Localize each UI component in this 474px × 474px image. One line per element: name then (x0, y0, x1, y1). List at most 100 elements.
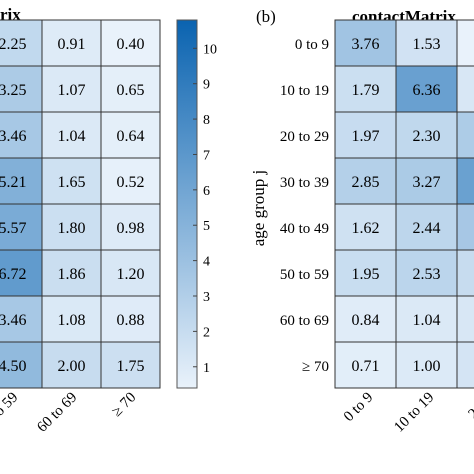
heatmap-cell (0, 295, 43, 343)
heatmap-cell (100, 19, 161, 67)
cell-value: 1.07 (58, 82, 86, 99)
y-tick-label: 50 to 59 (280, 267, 329, 283)
cell-value: 0.64 (117, 128, 145, 145)
cell-value: 1.53 (413, 36, 441, 53)
x-tick-label: ≥ 70 (109, 390, 139, 420)
x-tick-label: 20 to (466, 390, 474, 423)
colorbar-tick-label: 9 (203, 78, 210, 93)
colorbar-tick-label: 3 (203, 290, 210, 305)
y-tick-label: 10 to 19 (280, 83, 329, 99)
heatmap-cell (41, 157, 102, 205)
panel-a-title: rix (0, 5, 21, 24)
cell-value: 1.97 (352, 128, 380, 145)
cell-value: 0.71 (352, 358, 380, 375)
y-tick-label: 20 to 29 (280, 129, 329, 145)
heatmap-cell (395, 157, 458, 205)
cell-value: 0.40 (117, 36, 145, 53)
cell-value: 3.27 (413, 174, 441, 191)
colorbar-tick-label: 2 (203, 325, 210, 340)
heatmap-cell (100, 341, 161, 389)
colorbar-tick-label: 6 (203, 184, 210, 199)
cell-value: 3.46 (0, 312, 27, 329)
heatmap-cell (334, 249, 397, 297)
x-tick-label: 60 to 69 (34, 390, 80, 436)
colorbar-ticks: 1 2 3 4 5 6 7 8 9 10 (193, 42, 217, 376)
heatmap-cell (100, 111, 161, 159)
y-tick-label: ≥ 70 (302, 359, 329, 375)
panel-a-x-ticks: to 59 60 to 69 ≥ 70 (0, 390, 139, 436)
panel-b-label: (b) (256, 7, 276, 26)
cell-value: 2.53 (413, 266, 441, 283)
colorbar-tick-label: 7 (203, 148, 210, 163)
panel-b-heatmap: 3.76 1.53 1.79 6.36 1.97 2.30 2.85 3.27 1.62 2.44… (334, 19, 474, 389)
heatmap-cell (456, 65, 474, 113)
cell-value: 0.65 (117, 82, 145, 99)
panel-b-y-ticks: 0 to 9 10 to 19 20 to 29 30 to 39 40 to 49 50… (280, 37, 329, 375)
cell-value: 1.65 (58, 174, 86, 191)
cell-value: 1.80 (58, 220, 86, 237)
heatmap-cell (456, 249, 474, 297)
colorbar-tick-label: 4 (203, 255, 210, 270)
cell-value: 1.75 (117, 358, 145, 375)
cell-value: 3.76 (352, 36, 380, 53)
heatmap-cell (41, 341, 102, 389)
cell-value: 3.46 (0, 128, 27, 145)
cell-value: 5.21 (0, 174, 27, 191)
y-tick-label: 30 to 39 (280, 175, 329, 191)
cell-value: 2.30 (413, 128, 441, 145)
heatmap-cell (41, 295, 102, 343)
y-tick-label: 40 to 49 (280, 221, 329, 237)
cell-value: 0.88 (117, 312, 145, 329)
heatmap-cell (334, 341, 397, 389)
heatmap-cell (456, 295, 474, 343)
cell-value: 6.72 (0, 266, 27, 283)
colorbar-tick-label: 8 (203, 113, 210, 128)
heatmap-cell (41, 111, 102, 159)
x-tick-label: 0 to 9 (341, 390, 376, 425)
cell-value: 3.25 (0, 82, 27, 99)
panel-b-x-ticks: 0 to 9 10 to 19 20 to (341, 390, 474, 436)
heatmap-cell (100, 65, 161, 113)
heatmap-cell (456, 341, 474, 389)
y-tick-label: 0 to 9 (295, 37, 329, 53)
heatmap-cell (100, 295, 161, 343)
heatmap-cell (395, 341, 458, 389)
cell-value: 1.79 (352, 82, 380, 99)
cell-value: 0.91 (58, 36, 86, 53)
cell-value: 2.25 (0, 36, 27, 53)
heatmap-cell (395, 65, 458, 113)
cell-value: 1.04 (58, 128, 86, 145)
panel-b-ylabel: age group j (249, 170, 268, 246)
cell-value: 2.85 (352, 174, 380, 191)
heatmap-cell (41, 203, 102, 251)
heatmap-cell (395, 295, 458, 343)
colorbar-tick-label: 5 (203, 219, 210, 234)
cell-value: 4.50 (0, 358, 27, 375)
cell-value: 0.98 (117, 220, 145, 237)
colorbar-tick-label: 10 (203, 42, 217, 57)
heatmap-cell (41, 19, 102, 67)
heatmap-cell (395, 203, 458, 251)
cell-value: 1.20 (117, 266, 145, 283)
colorbar-tick-label: 1 (203, 361, 210, 376)
cell-value: 1.62 (352, 220, 380, 237)
cell-value: 0.84 (352, 312, 380, 329)
cell-value: 0.52 (117, 174, 145, 191)
panel-a-heatmap: 2.25 0.91 0.40 3.25 1.07 0.65 3.46 1.04 0.64 5.21… (0, 19, 161, 389)
x-tick-label: to 59 (0, 390, 21, 423)
x-tick-label: 10 to 19 (391, 390, 437, 436)
heatmap-cell (456, 203, 474, 251)
y-tick-label: 60 to 69 (280, 313, 329, 329)
cell-value: 1.04 (413, 312, 441, 329)
cell-value: 2.44 (413, 220, 441, 237)
cell-value: 6.36 (413, 82, 441, 99)
cell-value: 2.00 (58, 358, 86, 375)
heatmap-cell (395, 19, 458, 67)
heatmap-cell (395, 249, 458, 297)
heatmap-cell (456, 157, 474, 205)
heatmap-cell (100, 249, 161, 297)
cell-value: 1.08 (58, 312, 86, 329)
cell-value: 1.00 (413, 358, 441, 375)
cell-value: 5.57 (0, 220, 27, 237)
